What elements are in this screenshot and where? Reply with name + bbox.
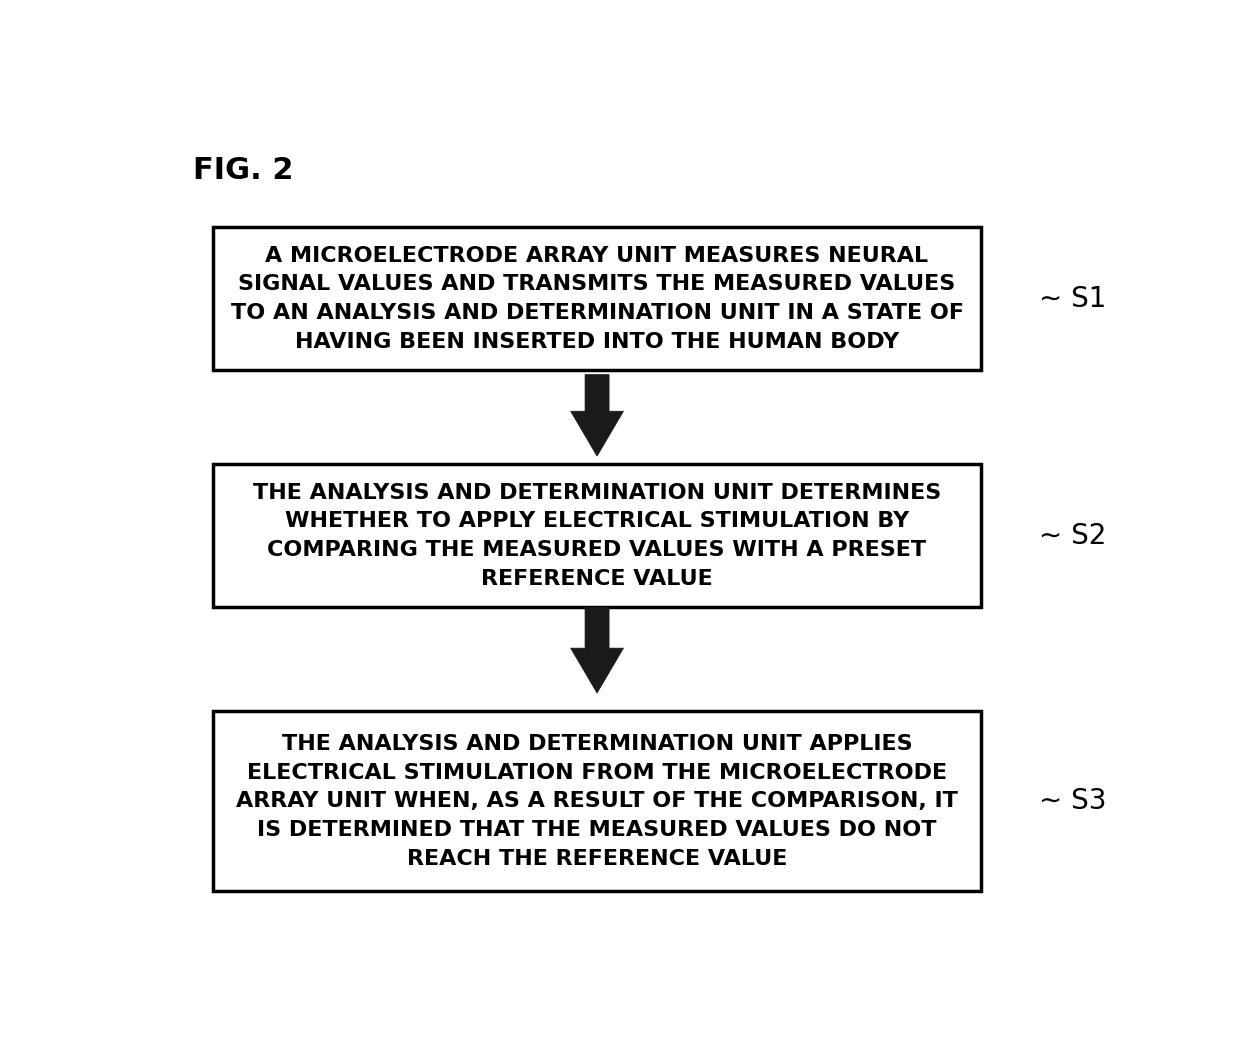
Polygon shape [570, 375, 624, 456]
Text: ∼ S2: ∼ S2 [1039, 522, 1106, 550]
Text: ∼ S1: ∼ S1 [1039, 285, 1106, 313]
Bar [213, 227, 982, 370]
Text: THE ANALYSIS AND DETERMINATION UNIT DETERMINES
WHETHER TO APPLY ELECTRICAL STIMU: THE ANALYSIS AND DETERMINATION UNIT DETE… [253, 483, 941, 589]
Bar [213, 465, 982, 607]
Polygon shape [570, 607, 624, 693]
Text: A MICROELECTRODE ARRAY UNIT MEASURES NEURAL
SIGNAL VALUES AND TRANSMITS THE MEAS: A MICROELECTRODE ARRAY UNIT MEASURES NEU… [231, 246, 963, 352]
Text: THE ANALYSIS AND DETERMINATION UNIT APPLIES
ELECTRICAL STIMULATION FROM THE MICR: THE ANALYSIS AND DETERMINATION UNIT APPL… [236, 734, 959, 869]
Text: FIG. 2: FIG. 2 [193, 156, 294, 185]
Text: ∼ S3: ∼ S3 [1039, 787, 1106, 815]
Bar [213, 712, 982, 891]
